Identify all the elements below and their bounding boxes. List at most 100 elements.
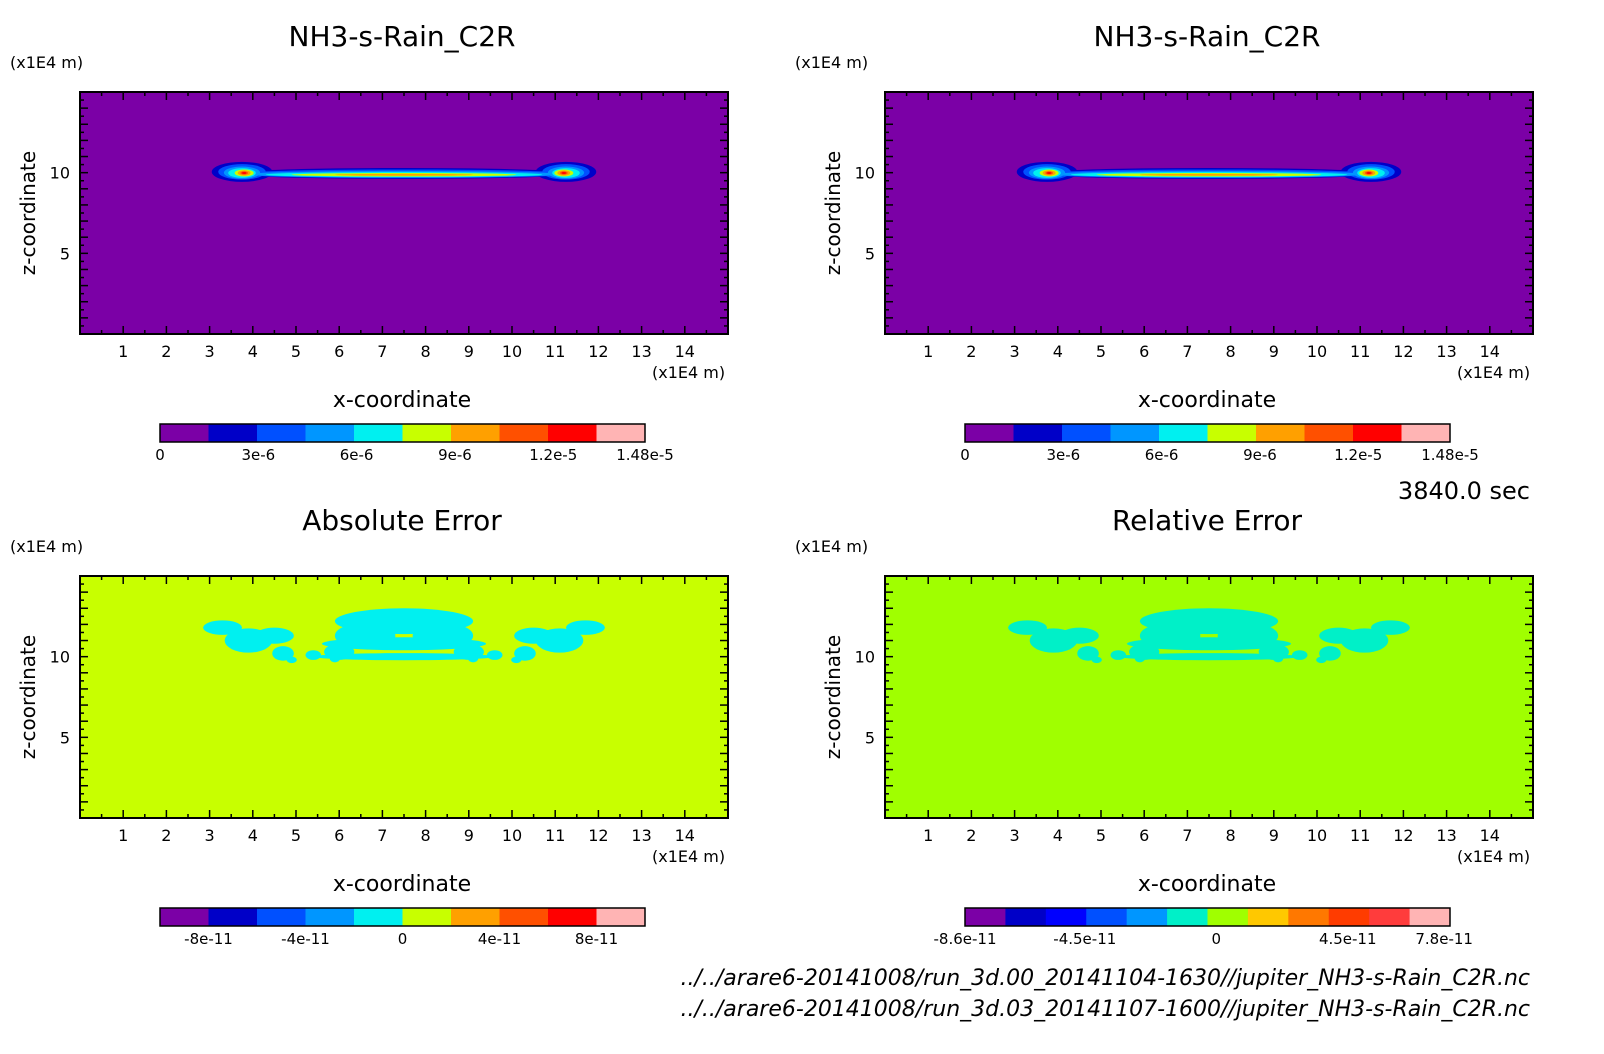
x-tick-label: 10 bbox=[502, 826, 522, 845]
x-tick-label: 9 bbox=[464, 826, 474, 845]
error-contour bbox=[467, 654, 479, 663]
x-tick-label: 14 bbox=[1480, 342, 1500, 361]
x-tick-label: 11 bbox=[1350, 826, 1370, 845]
x-tick-label: 13 bbox=[1436, 826, 1456, 845]
x-tick-label: 4 bbox=[1053, 342, 1063, 361]
x-tick-label: 3 bbox=[1010, 826, 1020, 845]
x-tick-label: 3 bbox=[1010, 342, 1020, 361]
x-tick-label: 11 bbox=[545, 826, 565, 845]
error-contour bbox=[1291, 650, 1308, 660]
colorbar-segment bbox=[354, 908, 403, 926]
x-tick-label: 13 bbox=[631, 826, 651, 845]
error-contour bbox=[1077, 646, 1099, 661]
x-tick-label: 12 bbox=[588, 826, 608, 845]
colorbar-segment bbox=[1167, 908, 1208, 926]
error-contour bbox=[254, 627, 294, 644]
colorbar-frame bbox=[159, 423, 646, 443]
y-unit-label: (x1E4 m) bbox=[795, 53, 868, 72]
x-tick-label: 12 bbox=[1393, 342, 1413, 361]
x-tick-label: 4 bbox=[248, 826, 258, 845]
colorbar-segment bbox=[1401, 424, 1451, 442]
colorbar: -8e-11 -4e-11 0 4e-11 8e-11 bbox=[159, 907, 646, 948]
x-tick-label: 9 bbox=[1269, 342, 1279, 361]
x-tick-label: 2 bbox=[966, 826, 976, 845]
x-unit-label: (x1E4 m) bbox=[652, 363, 725, 382]
x-tick-label: 8 bbox=[421, 826, 431, 845]
x-tick-label: 12 bbox=[1393, 826, 1413, 845]
error-contour bbox=[1091, 656, 1102, 664]
colorbar-segment bbox=[1207, 908, 1249, 926]
colorbar-segment bbox=[1256, 424, 1305, 442]
colorbar-segment bbox=[1159, 424, 1208, 442]
colorbar-label: 0 bbox=[1211, 930, 1221, 948]
colorbar-segment bbox=[1045, 908, 1087, 926]
colorbar-label: 1.2e-5 bbox=[1334, 446, 1382, 464]
colorbar-label: -8.6e-11 bbox=[934, 930, 997, 948]
y-unit-label: (x1E4 m) bbox=[10, 53, 83, 72]
colorbar-frame bbox=[964, 907, 1451, 927]
colorbar: 0 3e-6 6e-6 9e-6 1.2e-5 1.48e-5 bbox=[155, 423, 674, 464]
colorbar-label: 4.5e-11 bbox=[1319, 930, 1377, 948]
panel-title: NH3-s-Rain_C2R bbox=[1094, 20, 1321, 53]
x-tick-label: 6 bbox=[334, 826, 344, 845]
x-axis-label: x-coordinate bbox=[333, 872, 471, 897]
panel-top-left: NH3-s-Rain_C2R (x1E4 m) 1 2 3 4 5 6 7 8 9 10 11 12 1… bbox=[10, 20, 729, 464]
time-label: 3840.0 sec bbox=[1398, 477, 1530, 505]
colorbar-label: 4e-11 bbox=[478, 930, 521, 948]
x-tick-label: 5 bbox=[1096, 826, 1106, 845]
x-tick-label: 7 bbox=[1182, 826, 1192, 845]
y-tick-label: 5 bbox=[865, 728, 875, 747]
x-tick-label: 13 bbox=[1436, 342, 1456, 361]
colorbar-segment bbox=[1353, 424, 1402, 442]
error-contour bbox=[1118, 653, 1300, 661]
y-axis-label: z-coordinate bbox=[16, 635, 40, 759]
error-contour bbox=[1126, 637, 1292, 651]
x-tick-label: 6 bbox=[1139, 342, 1149, 361]
y-axis-label: z-coordinate bbox=[821, 635, 845, 759]
colorbar-segment bbox=[305, 908, 355, 926]
colorbar-segment bbox=[548, 424, 597, 442]
error-contour bbox=[514, 646, 536, 661]
colorbar-label: 0 bbox=[398, 930, 408, 948]
error-contour bbox=[486, 650, 503, 660]
x-tick-label: 9 bbox=[464, 342, 474, 361]
cloud-contour bbox=[561, 172, 567, 174]
x-tick-label: 6 bbox=[1139, 826, 1149, 845]
y-tick-label: 10 bbox=[50, 164, 70, 183]
x-axis-label: x-coordinate bbox=[333, 388, 471, 413]
colorbar-segment bbox=[965, 908, 1006, 926]
error-contour bbox=[286, 656, 297, 664]
x-tick-label: 5 bbox=[291, 826, 301, 845]
error-contour bbox=[329, 654, 341, 663]
x-tick-label: 1 bbox=[923, 342, 933, 361]
x-unit-label: (x1E4 m) bbox=[1457, 847, 1530, 866]
error-contour bbox=[566, 620, 605, 635]
colorbar-label: 6e-6 bbox=[340, 446, 374, 464]
x-tick-label: 11 bbox=[545, 342, 565, 361]
cloud-contour bbox=[242, 172, 247, 174]
x-tick-label: 8 bbox=[1226, 342, 1236, 361]
colorbar-segment bbox=[208, 908, 258, 926]
colorbar-segment bbox=[1110, 424, 1160, 442]
error-contour bbox=[1316, 656, 1327, 664]
x-tick-label: 3 bbox=[205, 342, 215, 361]
colorbar-label: 9e-6 bbox=[438, 446, 472, 464]
colorbar-label: 8e-11 bbox=[575, 930, 618, 948]
error-contour bbox=[203, 620, 242, 635]
colorbar-label: -8e-11 bbox=[184, 930, 233, 948]
colorbar-frame bbox=[964, 423, 1451, 443]
x-tick-label: 10 bbox=[1307, 342, 1327, 361]
cloud-contour bbox=[1047, 172, 1052, 174]
colorbar-label: 0 bbox=[155, 446, 165, 464]
x-tick-label: 8 bbox=[1226, 826, 1236, 845]
y-tick-label: 5 bbox=[60, 244, 70, 263]
x-tick-label: 1 bbox=[118, 826, 128, 845]
error-contour bbox=[1059, 627, 1099, 644]
x-axis-label: x-coordinate bbox=[1138, 872, 1276, 897]
colorbar-segment bbox=[499, 424, 549, 442]
y-tick-label: 5 bbox=[60, 728, 70, 747]
error-contour bbox=[511, 656, 522, 664]
